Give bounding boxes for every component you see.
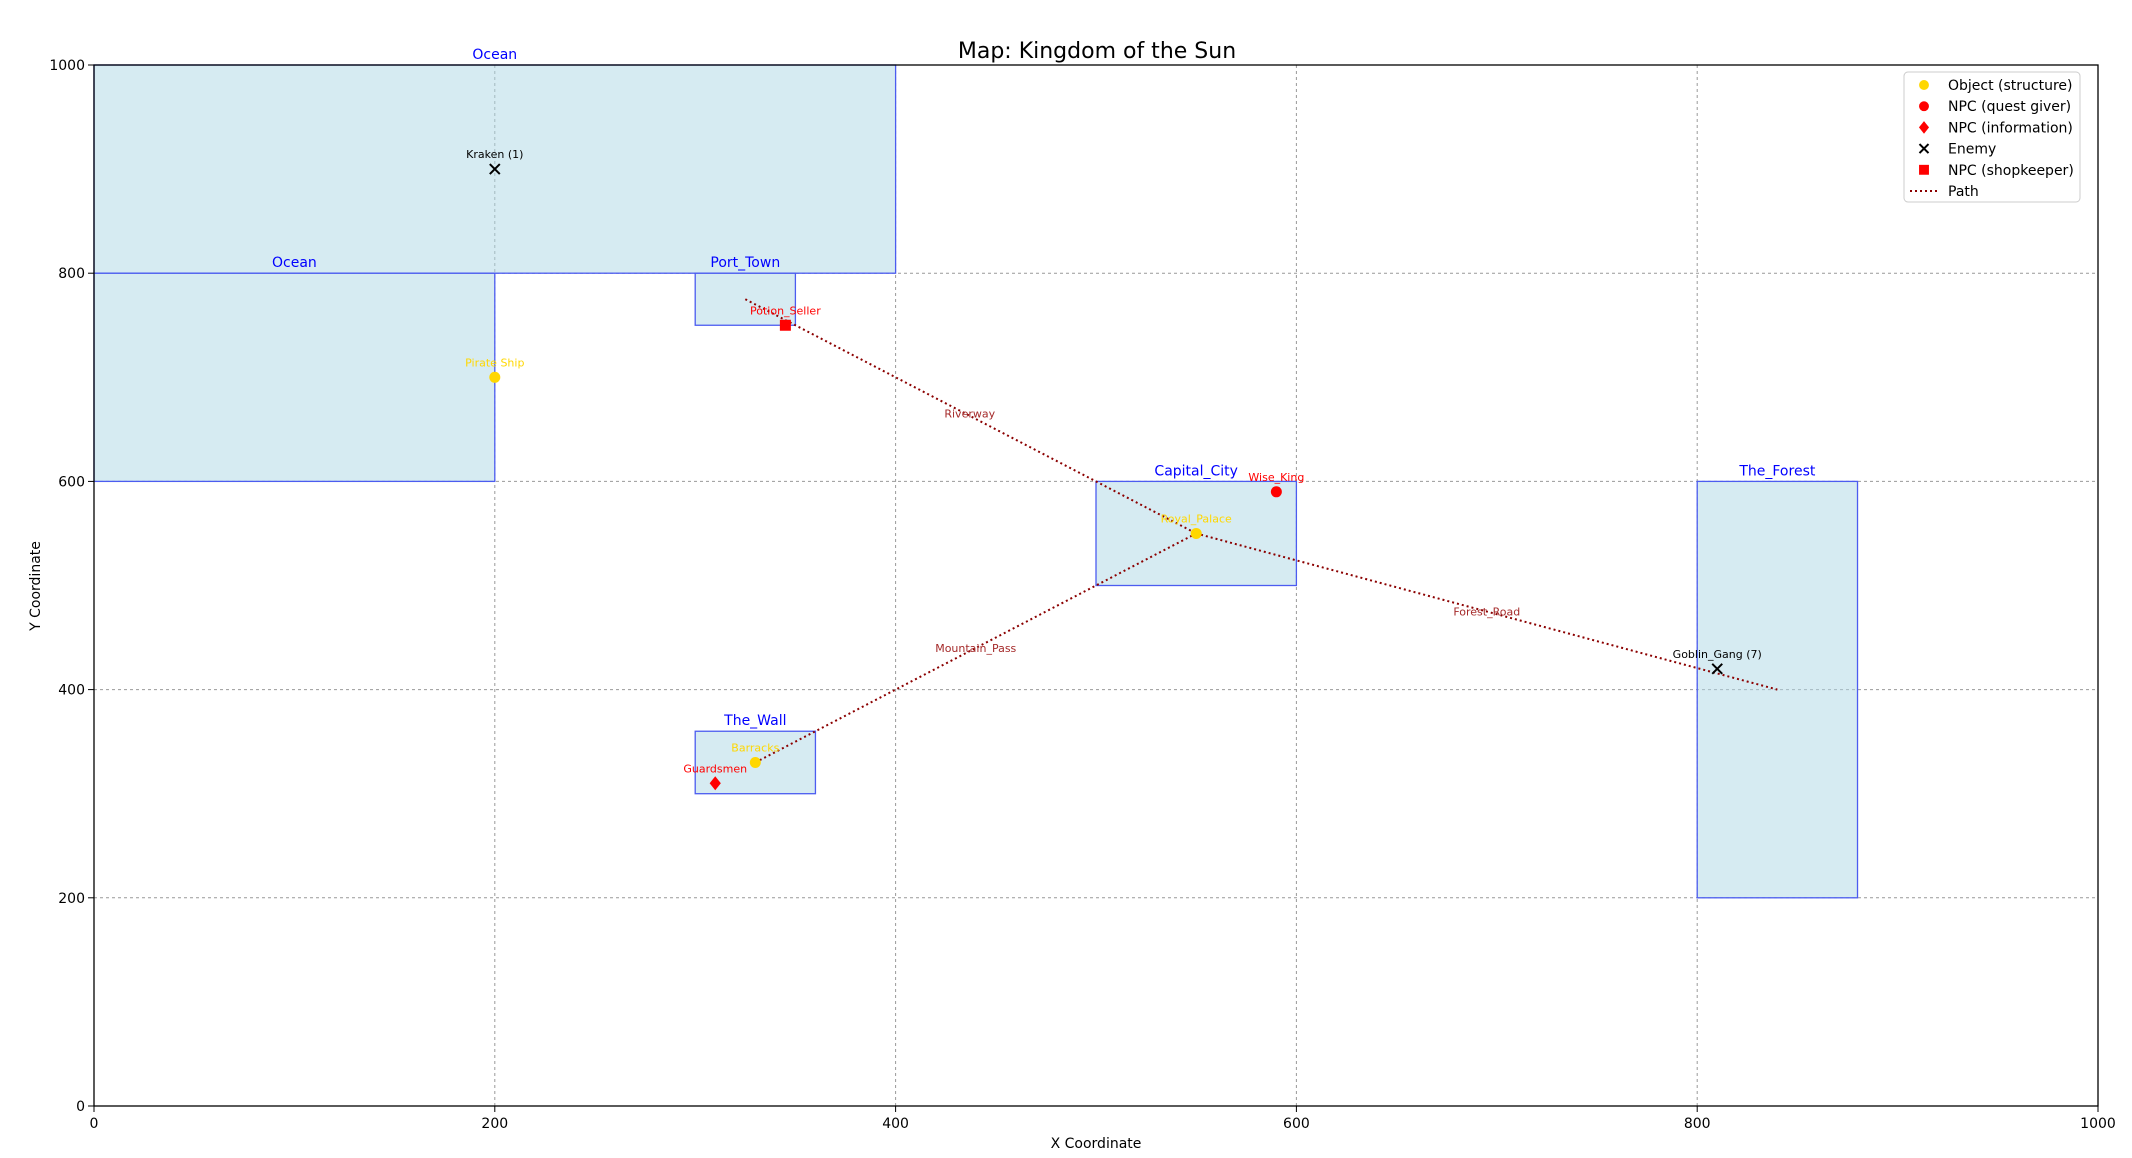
legend-marker-npc-information [1918,121,1930,134]
entity-marker-royal-palace [1190,527,1202,539]
legend-label: Enemy [1948,142,1996,158]
region-the-forest [1696,480,1859,899]
entity-marker-kraken-1 [489,163,501,175]
legend-label: NPC (shopkeeper) [1948,163,2074,179]
legend-marker-npc-quest-giver [1919,101,1929,112]
y-tick-label: 200 [58,891,85,907]
entity-label: Wise_King [1248,471,1304,484]
legend-box [1903,71,2081,203]
x-tick-label: 400 [882,1116,909,1132]
y-tick-label: 400 [58,683,85,699]
y-tick-label: 800 [58,266,85,282]
entity-label: Royal_Palace [1161,512,1232,525]
y-axis-label: Y Coordinate [28,541,44,632]
region-label: Ocean [272,255,317,271]
x-tick-label: 600 [1283,1116,1310,1132]
entity-label: Guardsmen [683,762,747,775]
y-tick-label: 0 [76,1099,85,1115]
regions [93,64,1859,899]
axis-ticks: 0 200 400 600 800 1000 0 200 400 600 800 1000 [49,58,2115,1132]
paths [744,298,1778,764]
region-label: The_Wall [723,713,786,729]
region-label: Ocean [472,47,517,63]
x-axis-label: X Coordinate [1051,1136,1142,1152]
entity-marker-pirate-ship [489,371,501,383]
entity-marker-wise-king [1270,486,1282,498]
legend-label: NPC (quest giver) [1948,99,2071,115]
x-tick-label: 1000 [2080,1116,2116,1132]
entity-marker-guardsmen [709,776,721,791]
legend-label: NPC (information) [1948,120,2073,136]
legend-marker-enemy [1918,143,1930,154]
legend: Object (structure) NPC (quest giver) NPC (… [1903,71,2081,203]
entity-label: Barracks [731,741,779,754]
entity-label: Pirate Ship [465,356,524,369]
legend-marker-object-structure [1919,80,1929,90]
region-ocean [93,272,496,483]
entity-label: Goblin_Gang (7) [1673,648,1762,661]
legend-label: Path [1948,184,1979,200]
x-tick-label: 0 [90,1116,99,1132]
entity-label: Kraken (1) [466,148,523,161]
entity-marker-potion-seller [779,319,791,331]
x-tick-label: 200 [481,1116,508,1132]
region-label: Capital_City [1154,463,1238,479]
plot-title: Map: Kingdom of the Sun [958,39,1236,64]
legend-marker-npc-shopkeeper [1919,164,1929,175]
path-label: Riverway [944,408,995,421]
region-label: Port_Town [710,255,780,271]
y-tick-label: 600 [58,474,85,490]
path-label: Forest_Road [1453,606,1520,619]
region-label: The_Forest [1738,463,1816,479]
axes-frame [93,64,2099,1107]
path-forest-road [1195,532,1778,691]
x-tick-label: 800 [1684,1116,1711,1132]
entities [489,163,1723,791]
legend-label: Object (structure) [1948,78,2073,94]
labels: Ocean Ocean Port_Town Capital_City The_Fores… [272,47,1816,775]
entity-marker-goblin-gang-7 [1711,663,1723,675]
y-tick-label: 1000 [49,58,85,74]
path-label: Mountain_Pass [935,642,1016,655]
entity-marker-barracks [749,756,761,768]
entity-label: Potion_Seller [750,304,821,317]
